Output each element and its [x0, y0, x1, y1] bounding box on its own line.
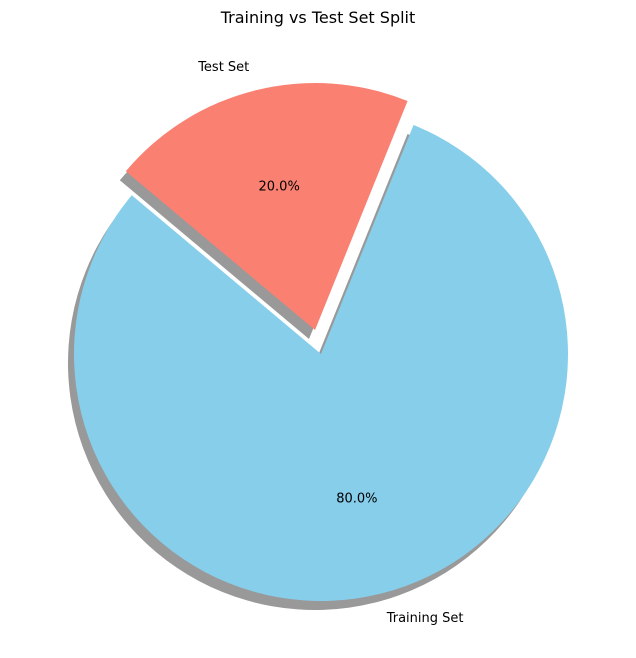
slice-labels: Training Set 80.0% Test Set 20.0% [197, 60, 463, 626]
pie-slice-training-set [73, 124, 568, 602]
slice-label-test-set: Test Set [197, 60, 249, 75]
slice-label-training-set: Training Set [386, 611, 464, 626]
chart-title: Training vs Test Set Split [220, 8, 416, 27]
slice-percent-test-set: 20.0% [259, 180, 300, 195]
pie-slice-test-set [125, 83, 408, 331]
slice-percent-training-set: 80.0% [336, 491, 377, 506]
pie-slices [73, 83, 568, 602]
